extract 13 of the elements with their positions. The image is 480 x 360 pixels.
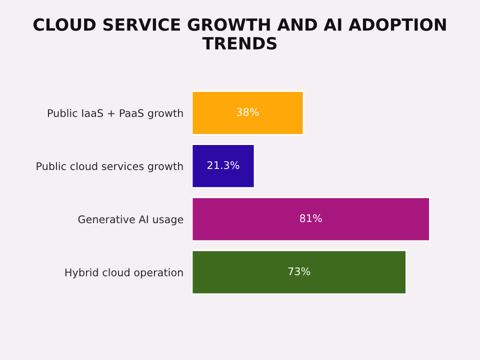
y-tick-label: Generative AI usage — [78, 215, 184, 226]
chart-title: CLOUD SERVICE GROWTH AND AI ADOPTION TRENDS — [33, 18, 446, 50]
y-tick-label: Public IaaS + PaaS growth — [48, 108, 183, 120]
data-label: 81% — [300, 214, 322, 222]
bar — [192, 196, 430, 242]
y-tick-label: Public cloud services growth — [36, 162, 183, 172]
data-label: 73% — [288, 267, 310, 276]
bar — [192, 250, 407, 295]
bar — [192, 144, 256, 189]
y-tick-label: Hybrid cloud operation — [65, 268, 183, 278]
data-label: 21.3% — [207, 161, 240, 170]
bar — [192, 90, 304, 136]
data-label: 38% — [236, 108, 259, 116]
